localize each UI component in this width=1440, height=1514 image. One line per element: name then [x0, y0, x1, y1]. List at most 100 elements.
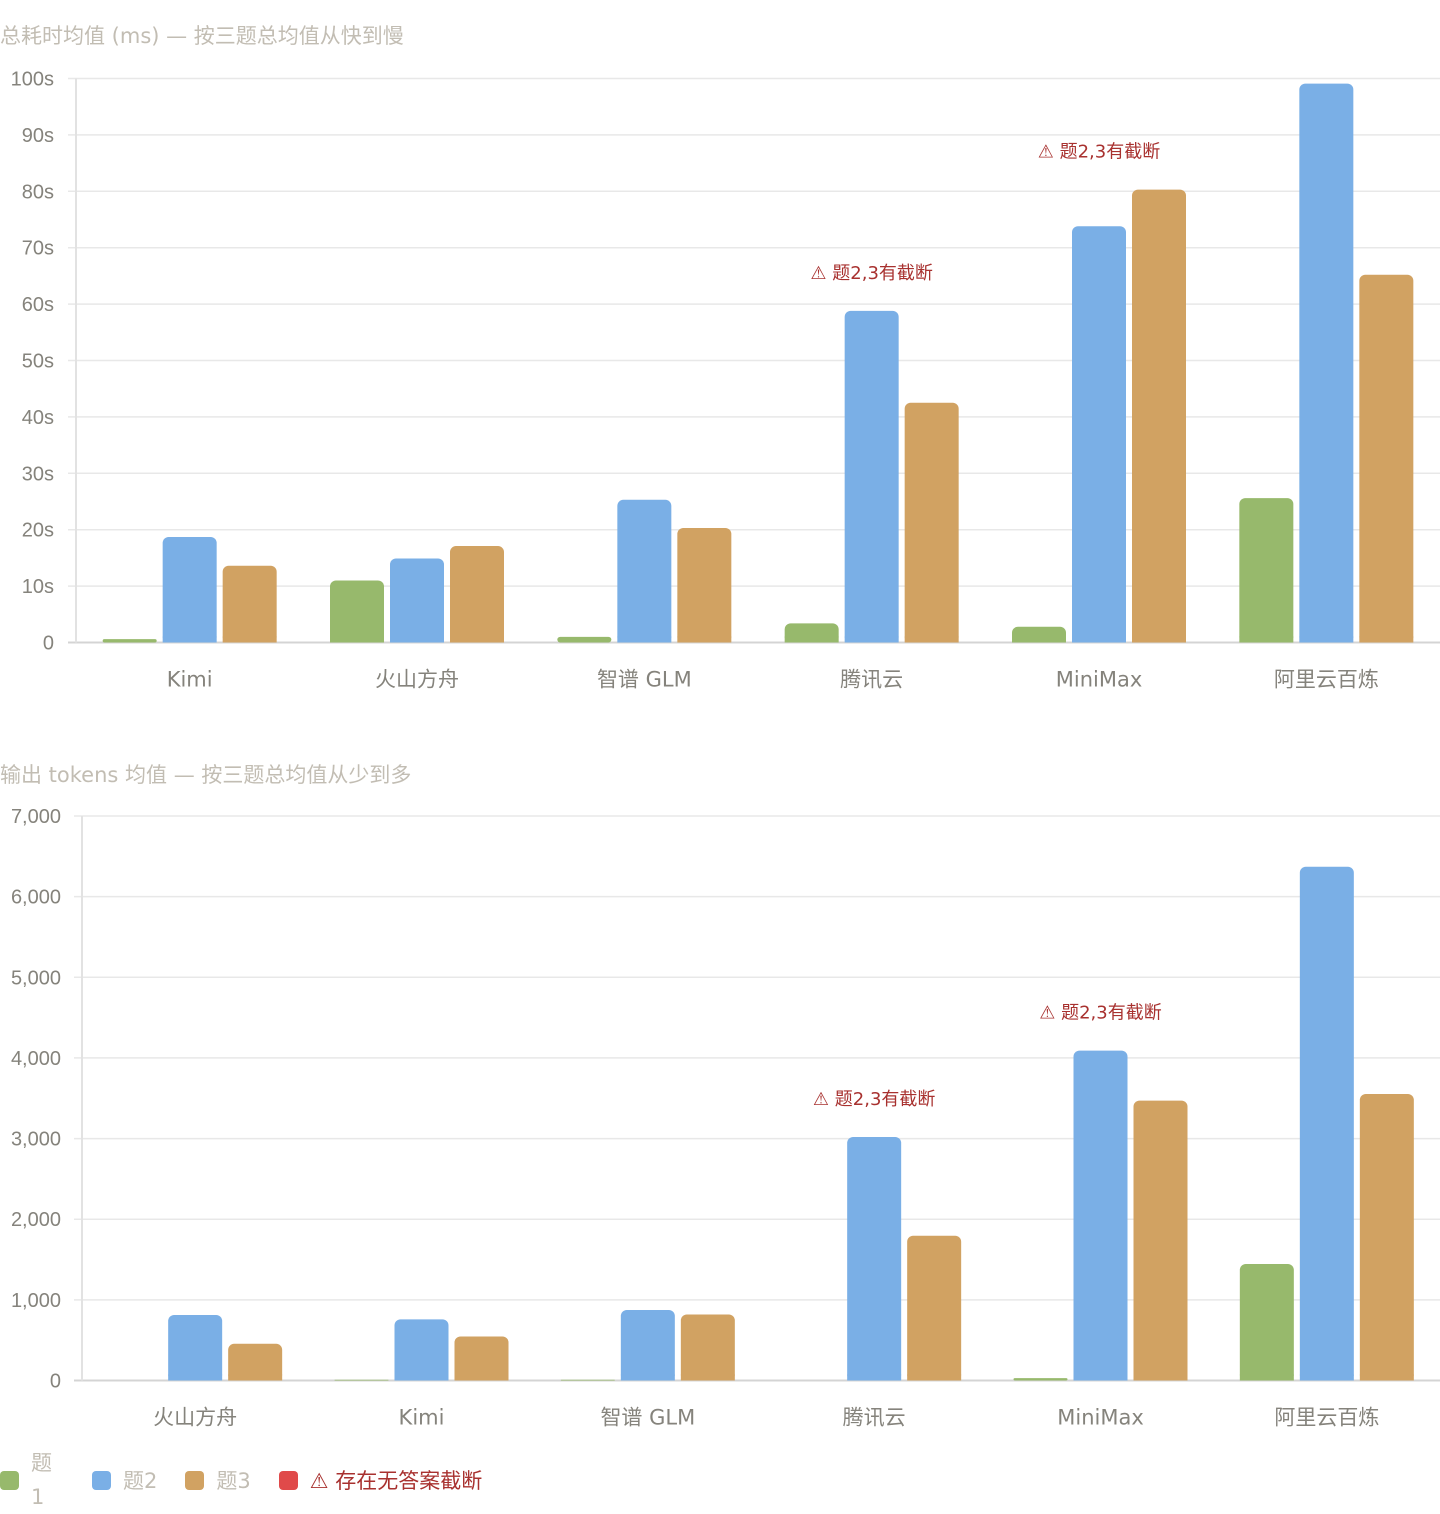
bar-q2-cat-2[interactable]	[617, 499, 672, 643]
bar-q3-cat-4[interactable]	[1132, 189, 1186, 643]
bar-base	[1132, 636, 1186, 643]
legend-label-q1: 题1	[31, 1451, 52, 1509]
legend-label-q2: 题2	[123, 1469, 158, 1493]
x-tick-label: MiniMax	[1056, 668, 1143, 692]
y-tick-label: 90s	[22, 125, 54, 147]
bar-base	[784, 636, 839, 643]
truncation-annotation: ⚠ 题2,3有截断	[1038, 142, 1160, 163]
y-tick-label: 20s	[22, 520, 54, 542]
legend-item-q2[interactable]: 题2	[92, 1450, 157, 1510]
truncation-annotation: ⚠ 题2,3有截断	[810, 263, 932, 284]
bar-base	[1012, 636, 1066, 643]
truncation-annotation: ⚠ 题2,3有截断	[1039, 1003, 1161, 1024]
x-tick-label: 阿里云百炼	[1274, 668, 1379, 692]
bar-q3-cat-1[interactable]	[454, 1336, 509, 1381]
bar-base	[847, 1374, 902, 1381]
bar-base	[162, 636, 217, 643]
bar-base	[1359, 1374, 1414, 1381]
bar-base	[1359, 636, 1414, 643]
bar-base	[620, 1374, 675, 1381]
bar-q2-cat-2[interactable]	[620, 1309, 675, 1381]
bar-base	[1072, 636, 1126, 643]
bar-q2-cat-5[interactable]	[1299, 83, 1354, 643]
bar-base	[228, 1374, 283, 1381]
bar-base	[907, 1374, 962, 1381]
bar-q2-cat-3[interactable]	[844, 310, 899, 643]
bar-q2-cat-4[interactable]	[1072, 226, 1126, 643]
latency-bar-chart: 0 10s 20s 30s 40s 50s 60s 70s 80s 90s 100s Kimi 火山方舟…	[11, 69, 1440, 692]
y-tick-label: 4,000	[11, 1048, 61, 1070]
bar-base	[390, 636, 444, 643]
bar-q3-cat-0[interactable]	[228, 1343, 283, 1381]
legend-label-warning: ⚠ 存在无答案截断	[309, 1469, 483, 1493]
bar-q2-cat-5[interactable]	[1299, 866, 1354, 1381]
bar-q3-cat-0[interactable]	[222, 565, 277, 643]
bar-base	[677, 636, 732, 643]
legend-item-q3[interactable]: 题3	[185, 1450, 251, 1510]
bar-q3-cat-2[interactable]	[677, 528, 732, 643]
legend-item-truncation-warning[interactable]: ⚠ 存在无答案截断	[278, 1450, 483, 1510]
x-tick-label: Kimi	[399, 1406, 445, 1430]
bar-q2-cat-1[interactable]	[394, 1319, 449, 1381]
bar-q2-cat-4[interactable]	[1073, 1050, 1128, 1381]
bar-q3-cat-3[interactable]	[907, 1235, 962, 1381]
bar-q3-cat-5[interactable]	[1359, 274, 1414, 643]
bar-q2-cat-3[interactable]	[847, 1136, 902, 1381]
y-tick-label: 7,000	[11, 806, 61, 828]
legend-swatch-q1	[0, 1470, 19, 1490]
bar-q1-cat-1[interactable]	[334, 1379, 389, 1381]
bar-q1-cat-5[interactable]	[1239, 498, 1294, 643]
y-tick-label: 30s	[22, 463, 54, 485]
bar-q1-cat-2[interactable]	[557, 636, 612, 643]
chart-title-latency: 总耗时均值 (ms) — 按三题总均值从快到慢	[0, 24, 404, 48]
chart-title-tokens: 输出 tokens 均值 — 按三题总均值从少到多	[0, 763, 412, 787]
bar-base	[394, 1374, 449, 1381]
bar-q1-cat-0[interactable]	[102, 639, 157, 643]
x-tick-label: 智谱 GLM	[597, 668, 692, 692]
bar-q3-cat-1[interactable]	[450, 546, 504, 643]
legend-swatch-q2	[92, 1470, 111, 1490]
chart-legend: 题1 题2 题3 ⚠ 存在无答案截断	[0, 1450, 510, 1509]
y-tick-label: 50s	[22, 351, 54, 373]
x-tick-label: 腾讯云	[843, 1406, 906, 1430]
bar-q2-cat-1[interactable]	[390, 558, 444, 643]
y-tick-label: 70s	[22, 238, 54, 260]
legend-item-q1[interactable]: 题1	[0, 1450, 60, 1510]
truncation-annotation: ⚠ 题2,3有截断	[813, 1089, 935, 1110]
bar-base	[1299, 1374, 1354, 1381]
bar-base	[1073, 1374, 1128, 1381]
bar-q3-cat-3[interactable]	[904, 402, 959, 643]
y-tick-label: 40s	[22, 407, 54, 429]
bar-q1-cat-2[interactable]	[560, 1379, 615, 1381]
bar-q1-cat-4[interactable]	[1013, 1378, 1068, 1381]
bar-base	[1239, 1374, 1294, 1381]
bar-q3-cat-5[interactable]	[1359, 1093, 1414, 1381]
bar-q1-cat-1[interactable]	[330, 580, 384, 643]
x-tick-label: 火山方舟	[375, 668, 459, 692]
bar-base	[617, 636, 672, 643]
bar-q3-cat-2[interactable]	[680, 1314, 735, 1381]
y-tick-label: 10s	[22, 576, 54, 598]
bar-base	[454, 1374, 509, 1381]
legend-label-q3: 题3	[216, 1469, 251, 1493]
legend-swatch-q3	[185, 1470, 205, 1490]
y-tick-label: 1,000	[11, 1290, 61, 1312]
bar-q3-cat-4[interactable]	[1133, 1100, 1188, 1381]
legend-swatch-warning	[278, 1470, 298, 1490]
x-tick-label: 火山方舟	[153, 1406, 237, 1430]
bar-base	[1239, 636, 1294, 643]
bar-base	[844, 636, 899, 643]
bar-base	[904, 636, 959, 643]
y-tick-label: 5,000	[11, 967, 61, 989]
bar-q2-cat-0[interactable]	[162, 537, 217, 643]
x-tick-label: Kimi	[167, 668, 213, 692]
x-tick-label: 智谱 GLM	[600, 1406, 695, 1430]
bar-q1-cat-5[interactable]	[1239, 1263, 1294, 1381]
bar-base	[450, 636, 504, 643]
y-tick-label: 2,000	[11, 1209, 61, 1231]
y-tick-label: 80s	[22, 181, 54, 203]
x-tick-label: 阿里云百炼	[1274, 1406, 1379, 1430]
bar-q2-cat-0[interactable]	[168, 1315, 223, 1381]
y-tick-label: 0	[50, 1371, 61, 1393]
x-tick-label: MiniMax	[1057, 1406, 1144, 1430]
